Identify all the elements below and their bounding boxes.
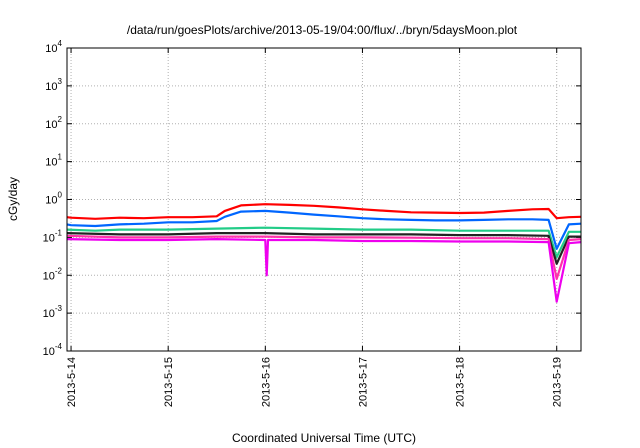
y-tick-label: 101 <box>45 153 62 169</box>
x-axis-label: Coordinated Universal Time (UTC) <box>232 431 416 445</box>
x-tick-label: 2013-5-17 <box>357 357 369 407</box>
y-tick-label: 104 <box>45 39 62 55</box>
plot-frame <box>66 47 582 352</box>
chart-title: /data/run/goesPlots/archive/2013-05-19/0… <box>127 23 518 37</box>
y-tick-label: 100 <box>45 191 62 207</box>
y-tick-label: 102 <box>45 115 62 131</box>
x-tick-label: 2013-5-15 <box>163 357 175 407</box>
y-axis: 10-4 10-3 10-2 10-1 100 101 102 103 104 <box>43 39 581 358</box>
series-line-6 <box>66 238 582 303</box>
y-tick-label: 10-2 <box>43 266 63 282</box>
series-line-3 <box>66 226 581 259</box>
series-line-5 <box>66 234 582 280</box>
x-tick-label: 2013-5-16 <box>260 357 272 407</box>
x-tick-label: 2013-5-18 <box>455 357 467 407</box>
y-tick-label: 10-3 <box>43 304 63 320</box>
x-axis: 2013-5-14 2013-5-15 2013-5-16 2013-5-17 2013… <box>66 48 564 407</box>
series-line-1 <box>66 203 582 220</box>
series-line-2 <box>66 209 582 250</box>
grid <box>67 48 581 351</box>
y-tick-label: 10-1 <box>43 228 63 244</box>
x-tick-label: 2013-5-14 <box>66 357 78 407</box>
y-tick-label: 103 <box>45 77 62 93</box>
y-tick-label: 10-4 <box>43 342 63 358</box>
series-line-4 <box>66 232 581 265</box>
y-axis-label: cGy/day <box>6 177 20 221</box>
x-tick-label: 2013-5-19 <box>552 357 564 407</box>
series-group <box>66 203 582 303</box>
